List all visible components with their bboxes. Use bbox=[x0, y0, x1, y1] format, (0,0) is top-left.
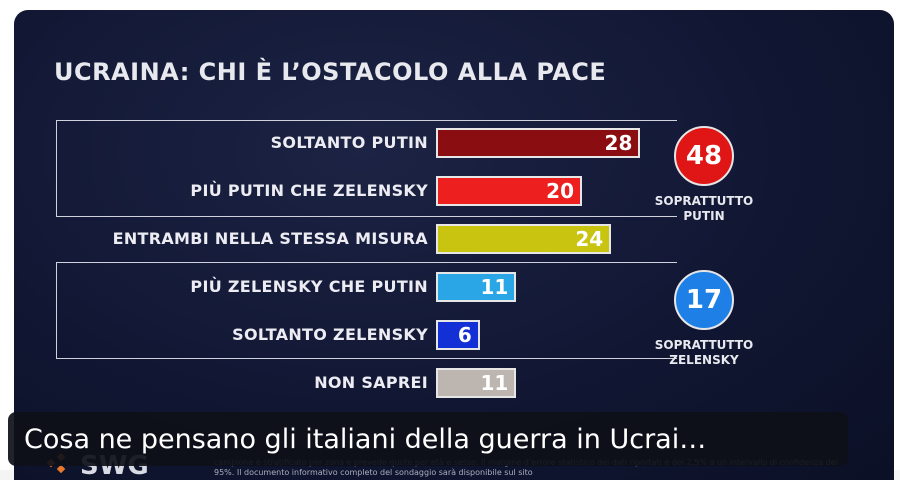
bar-soltanto-zelensky: 6 bbox=[436, 320, 480, 350]
bar-value-piu-putin-che-zelensky: 20 bbox=[546, 179, 574, 203]
bar-value-piu-zelensky-che-putin: 11 bbox=[480, 275, 509, 299]
group-total-circle-0: 48 bbox=[674, 126, 734, 186]
category-label-soltanto-putin: SOLTANTO PUTIN bbox=[270, 133, 428, 152]
bar-value-soltanto-zelensky: 6 bbox=[457, 323, 472, 347]
bar-soltanto-putin: 28 bbox=[436, 128, 641, 158]
chart-panel: UCRAINA: CHI È L’OSTACOLO ALLA PACE SOLT… bbox=[14, 10, 894, 480]
category-label-non-saprei: NON SAPREI bbox=[314, 373, 428, 392]
group-total-circle-1: 17 bbox=[674, 270, 734, 330]
bar-value-entrambi-nella-stessa-misura: 24 bbox=[575, 227, 604, 251]
chart-title: UCRAINA: CHI È L’OSTACOLO ALLA PACE bbox=[54, 58, 607, 86]
category-label-entrambi-nella-stessa-misura: ENTRAMBI NELLA STESSA MISURA bbox=[112, 229, 428, 248]
putin-group-box bbox=[56, 120, 677, 217]
group-total-label-0: SOPRATTUTTO PUTIN bbox=[654, 194, 754, 223]
zelensky-group-box bbox=[56, 262, 677, 359]
bar-value-non-saprei: 11 bbox=[480, 371, 509, 395]
category-label-piu-putin-che-zelensky: PIÙ PUTIN CHE ZELENSKY bbox=[190, 181, 428, 200]
bar-entrambi-nella-stessa-misura: 24 bbox=[436, 224, 612, 254]
category-label-soltanto-zelensky: SOLTANTO ZELENSKY bbox=[232, 325, 428, 344]
category-label-piu-zelensky-che-putin: PIÙ ZELENSKY CHE PUTIN bbox=[190, 277, 428, 296]
bar-piu-zelensky-che-putin: 11 bbox=[436, 272, 517, 302]
group-total-label-1: SOPRATTUTTO ZELENSKY bbox=[654, 338, 754, 367]
bar-piu-putin-che-zelensky: 20 bbox=[436, 176, 582, 206]
bar-non-saprei: 11 bbox=[436, 368, 517, 398]
tweet-caption: Cosa ne pensano gli italiani della guerr… bbox=[8, 412, 848, 466]
bar-value-soltanto-putin: 28 bbox=[604, 131, 633, 155]
caption-text: Cosa ne pensano gli italiani della guerr… bbox=[24, 423, 707, 455]
